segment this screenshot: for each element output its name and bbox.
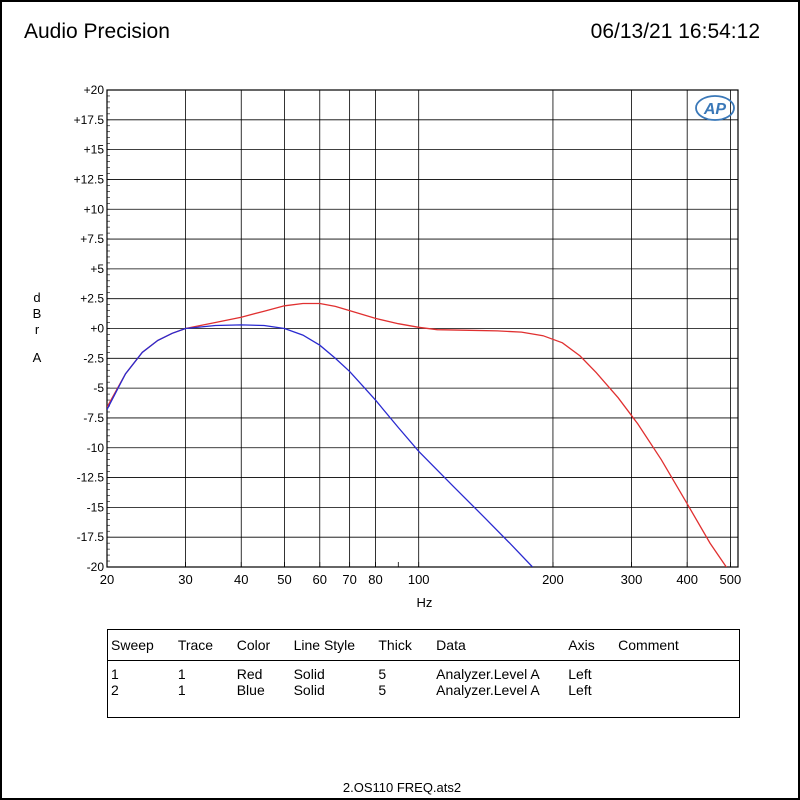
legend-cell: 1	[177, 666, 186, 682]
legend-header-cell: Data	[433, 629, 566, 661]
x-tick-label: 500	[720, 572, 742, 587]
series-line-2	[107, 324, 533, 567]
legend-cell: 1	[177, 682, 186, 698]
legend-cell: 5	[378, 682, 387, 698]
legend-cell	[615, 661, 739, 684]
x-axis-label: Hz	[417, 595, 433, 610]
x-tick-label: 300	[621, 572, 643, 587]
x-tick-label: 100	[408, 572, 430, 587]
legend-header-cell: Sweep	[107, 629, 175, 661]
legend-cell: Analyzer.Level A	[436, 682, 540, 698]
y-tick-label: +5	[90, 262, 104, 276]
chart-ticks: +20 +17.5 +15 +12.5 +10 +7.5 +5 +2.5 +0 -2.5 -5 -7.…	[74, 83, 742, 610]
legend-cell: 5	[378, 666, 387, 682]
y-tick-label: +7.5	[80, 232, 104, 246]
x-tick-label: 80	[368, 572, 382, 587]
x-tick-label: 400	[676, 572, 698, 587]
y-tick-label: +12.5	[74, 172, 105, 186]
timestamp: 06/13/21 16:54:12	[590, 20, 760, 43]
y-tick-label: -5	[93, 381, 104, 395]
y-tick-label: -10	[87, 441, 105, 455]
footer-filename: 2.OS110 FREQ.ats2	[342, 780, 462, 795]
x-tick-label: 200	[542, 572, 564, 587]
chart-grid	[106, 89, 739, 568]
ap-logo-text: AP	[703, 101, 727, 118]
y-tick-label: -20	[87, 560, 105, 574]
legend-cell: Left	[568, 666, 592, 682]
x-tick-label: 40	[234, 572, 248, 587]
y-tick-label: -15	[87, 500, 105, 514]
legend-header-cell: Color	[233, 629, 291, 661]
legend-cell: 2	[111, 682, 119, 698]
legend-header-cell: Axis	[565, 629, 616, 661]
y-tick-label: +0	[90, 322, 104, 336]
x-tick-label: 30	[178, 572, 192, 587]
legend-header-cell: Line Style	[290, 629, 376, 661]
sweep-legend-table: Sweep Trace Color Line Style Thick Data Axis Co…	[107, 629, 740, 718]
legend-cell: Blue	[236, 682, 265, 698]
legend-cell: Analyzer.Level A	[436, 666, 540, 682]
legend-cell	[615, 683, 739, 699]
legend-header-cell: Trace	[174, 629, 234, 661]
legend-row: 2 1 Blue Solid 5 Analyzer.Level A Left	[108, 683, 740, 699]
y-tick-label: +15	[84, 143, 105, 157]
legend-cell: Left	[568, 682, 592, 698]
y-axis-label-char: d	[33, 290, 41, 305]
y-tick-label: +10	[84, 202, 105, 216]
x-tick-label: 50	[277, 572, 291, 587]
legend-cell: Solid	[293, 682, 325, 698]
y-tick-label: -7.5	[83, 411, 104, 425]
y-tick-label: +2.5	[80, 292, 104, 306]
legend-row: 1 1 Red Solid 5 Analyzer.Level A Left	[108, 661, 740, 684]
chart-series	[107, 302, 728, 567]
legend-header-cell: Thick	[375, 629, 434, 661]
ap-logo-icon: AP	[695, 95, 735, 121]
legend-cell: 1	[111, 666, 119, 682]
legend-cell: Red	[236, 666, 263, 682]
y-tick-label: +20	[84, 83, 105, 97]
legend-cell: Solid	[293, 666, 325, 682]
y-axis-label-char: B	[32, 306, 42, 321]
y-tick-label: -2.5	[83, 351, 104, 365]
x-tick-label: 20	[100, 572, 114, 587]
y-axis-label-char: A	[32, 350, 42, 365]
legend-header-cell: Comment	[615, 629, 740, 661]
y-tick-label: -17.5	[77, 530, 105, 544]
x-tick-label: 60	[313, 572, 327, 587]
y-axis-label-char: r	[34, 322, 40, 337]
x-tick-label: 70	[342, 572, 356, 587]
y-tick-label: -12.5	[77, 471, 105, 485]
legend-header-row: Sweep Trace Color Line Style Thick Data Axis Co…	[107, 629, 740, 661]
brand-title: Audio Precision	[24, 20, 170, 43]
y-tick-label: +17.5	[74, 113, 105, 127]
